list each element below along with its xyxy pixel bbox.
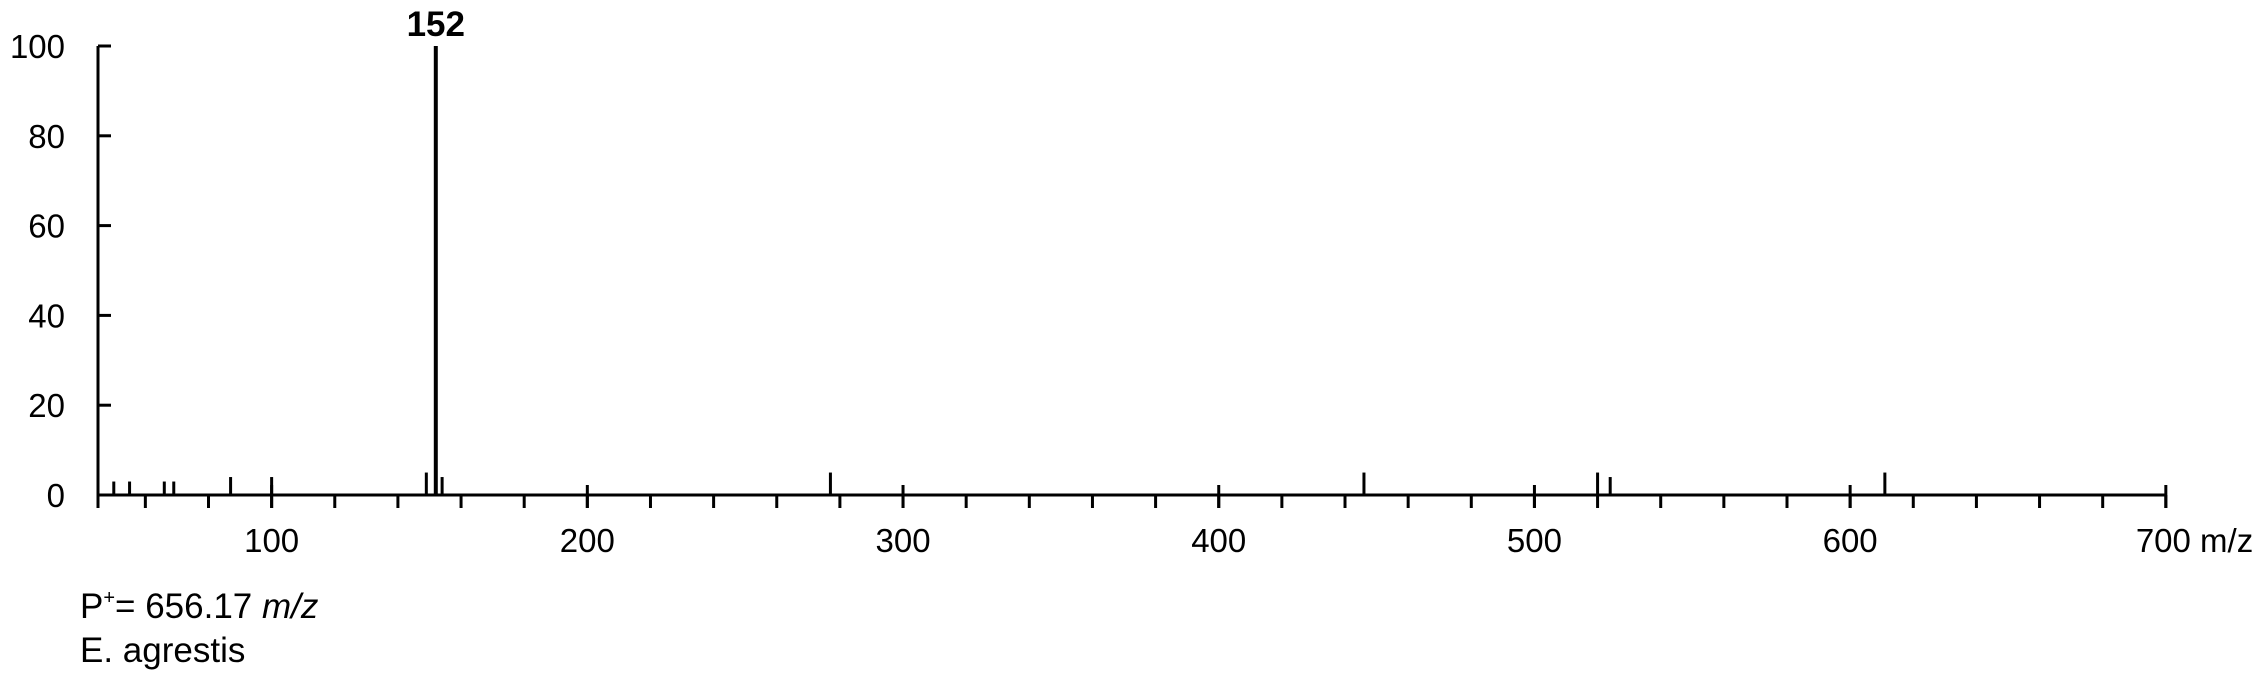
y-tick-label: 20: [28, 387, 65, 424]
precursor-charge: +: [103, 587, 116, 609]
y-tick-label: 0: [47, 477, 65, 514]
peaks: [112, 46, 1887, 495]
y-tick-label: 100: [10, 28, 65, 65]
precursor-label: P: [80, 587, 104, 626]
tick-labels: 0 20 40 60 80 100 100 200 300 400 500 600 700 m/z 152: [10, 5, 2253, 559]
y-tick-label: 40: [28, 297, 65, 334]
y-tick-label: 80: [28, 118, 65, 155]
x-tick-label: 400: [1191, 522, 1246, 559]
x-tick-label: 500: [1507, 522, 1562, 559]
x-tick-label: 100: [244, 522, 299, 559]
y-tick-label: 60: [28, 208, 65, 245]
precursor-line: P+= 656.17 m/z: [80, 576, 318, 629]
x-tick-label: 200: [560, 522, 615, 559]
peak-label: 152: [407, 5, 465, 44]
spectrum-notes: P+= 656.17 m/z E. agrestis: [80, 576, 318, 673]
axes: [96, 44, 2168, 508]
x-tick-label: 600: [1823, 522, 1878, 559]
precursor-unit: m/z: [262, 587, 319, 626]
precursor-value: = 656.17: [115, 587, 253, 626]
x-tick-label: 300: [876, 522, 931, 559]
x-tick-label: 700 m/z: [2136, 522, 2253, 559]
species-name: E. agrestis: [80, 631, 246, 670]
